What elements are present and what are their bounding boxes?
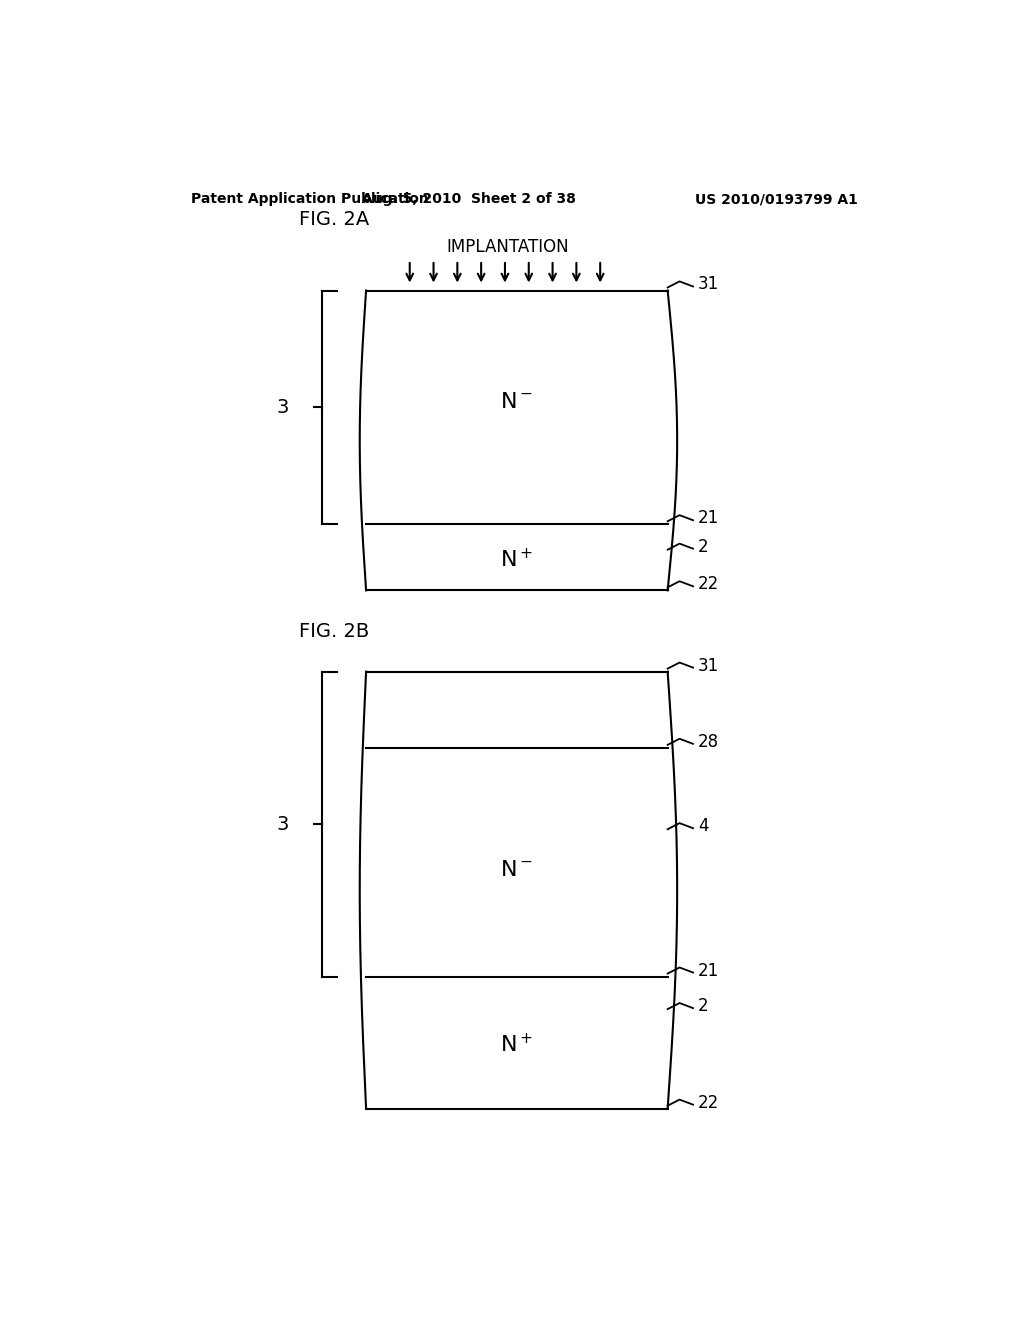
Text: 22: 22	[697, 576, 719, 593]
Text: 31: 31	[697, 656, 719, 675]
Text: N$^-$: N$^-$	[501, 859, 534, 880]
Text: 21: 21	[697, 510, 719, 527]
Text: N$^-$: N$^-$	[501, 392, 534, 412]
Text: Patent Application Publication: Patent Application Publication	[191, 191, 429, 206]
Text: FIG. 2A: FIG. 2A	[299, 210, 369, 228]
Text: US 2010/0193799 A1: US 2010/0193799 A1	[695, 191, 858, 206]
Text: 2: 2	[697, 537, 709, 556]
Text: N$^+$: N$^+$	[501, 548, 534, 572]
Text: N$^+$: N$^+$	[501, 1034, 534, 1056]
Text: 21: 21	[697, 961, 719, 979]
Text: FIG. 2B: FIG. 2B	[299, 622, 369, 640]
Text: IMPLANTATION: IMPLANTATION	[446, 238, 568, 256]
Text: 3: 3	[276, 814, 289, 834]
Text: 28: 28	[697, 733, 719, 751]
Text: 3: 3	[276, 397, 289, 417]
Text: 2: 2	[697, 997, 709, 1015]
Text: 22: 22	[697, 1094, 719, 1111]
Text: Aug. 5, 2010  Sheet 2 of 38: Aug. 5, 2010 Sheet 2 of 38	[362, 191, 577, 206]
Text: 31: 31	[697, 276, 719, 293]
Text: 4: 4	[697, 817, 709, 836]
